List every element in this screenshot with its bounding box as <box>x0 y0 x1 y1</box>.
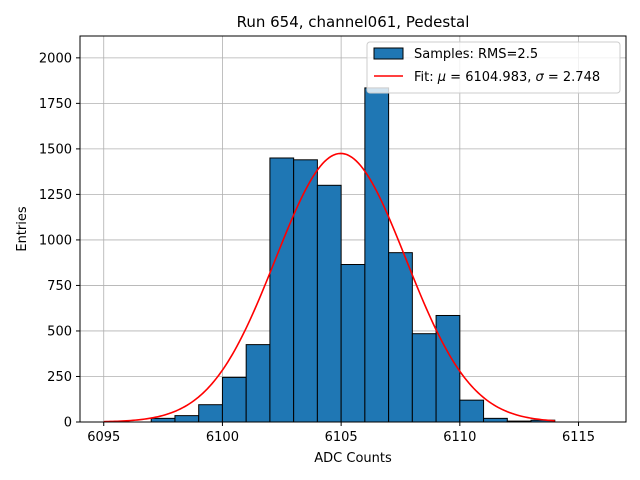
y-tick-label: 1250 <box>39 188 72 203</box>
chart-title: Run 654, channel061, Pedestal <box>237 13 470 31</box>
histogram-bar <box>483 417 508 423</box>
y-tick-label: 250 <box>47 370 72 385</box>
y-tick-label: 500 <box>47 324 72 339</box>
histogram-bar <box>435 314 461 423</box>
histogram-bar <box>316 184 342 423</box>
x-tick-label: 6105 <box>325 430 358 445</box>
y-tick-label: 1000 <box>39 233 72 248</box>
x-tick-label: 6115 <box>562 430 595 445</box>
histogram-bar <box>245 344 271 423</box>
y-tick-label: 2000 <box>39 51 72 66</box>
y-tick-label: 750 <box>47 279 72 294</box>
x-tick-label: 6095 <box>87 430 120 445</box>
histogram-bars <box>150 87 556 423</box>
histogram-bar <box>293 159 318 423</box>
y-tick-label: 1750 <box>39 97 72 112</box>
legend-fit-label: Fit: μ = 6104.983, σ = 2.748 <box>414 70 600 85</box>
histogram-bar <box>174 415 200 423</box>
histogram-bar <box>388 252 413 423</box>
y-tick-label: 0 <box>64 416 72 431</box>
y-axis-label: Entries <box>15 206 30 252</box>
plot-frame <box>79 35 627 423</box>
histogram-bar <box>198 404 223 423</box>
fit-curve <box>103 152 555 423</box>
histogram-bar <box>150 417 176 423</box>
y-tick-label: 1500 <box>39 142 72 157</box>
legend: Samples: RMS=2.5 Fit: μ = 6104.983, σ = … <box>366 41 621 94</box>
histogram-bar <box>459 399 485 423</box>
histogram-bar <box>221 376 247 423</box>
histogram-bar <box>411 333 437 423</box>
histogram-bar <box>364 87 390 423</box>
histogram-bar <box>269 157 295 423</box>
legend-histogram-swatch <box>373 47 404 60</box>
x-axis-label: ADC Counts <box>314 451 392 466</box>
x-axis-ticks: 6095 6100 6105 6110 6115 <box>87 422 595 445</box>
x-tick-label: 6110 <box>443 430 476 445</box>
y-axis-ticks: 0 250 500 750 1000 1250 1500 1750 2000 <box>39 51 80 431</box>
x-tick-label: 6100 <box>206 430 239 445</box>
legend-histogram-label: Samples: RMS=2.5 <box>414 47 538 62</box>
legend-box <box>366 41 621 94</box>
histogram-bar <box>340 264 366 423</box>
